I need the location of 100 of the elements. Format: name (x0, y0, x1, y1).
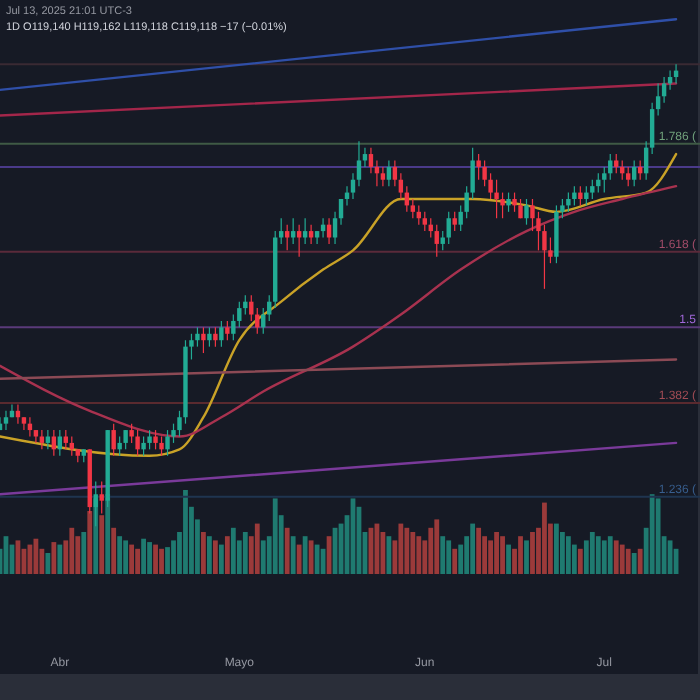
bar (398, 523, 404, 574)
bar (153, 544, 158, 574)
candlestick (159, 435, 164, 457)
candlestick (51, 429, 57, 457)
bar (111, 527, 117, 574)
bar (458, 544, 464, 574)
candlestick (512, 191, 517, 213)
bar (260, 540, 266, 574)
bar (284, 527, 290, 574)
bar (69, 527, 75, 574)
candlestick (207, 326, 212, 348)
candlestick (524, 198, 529, 226)
bar (201, 532, 206, 574)
candlestick (123, 429, 128, 450)
candlestick (45, 429, 51, 450)
bar (386, 536, 392, 574)
bar (207, 536, 212, 574)
bar (601, 540, 607, 574)
candlestick (434, 224, 439, 258)
bar (452, 548, 458, 574)
bar (75, 536, 81, 574)
bar (171, 540, 176, 574)
bar (242, 532, 248, 574)
bar (524, 540, 529, 574)
bar (308, 540, 314, 574)
candlestick (117, 435, 122, 457)
candlestick (326, 217, 332, 245)
bar (518, 536, 523, 574)
candlestick (147, 429, 152, 450)
bar (619, 544, 625, 574)
bar (212, 540, 218, 574)
bar (637, 548, 643, 574)
bar (57, 544, 63, 574)
candlestick (153, 429, 158, 450)
bar (577, 548, 583, 574)
bar (446, 540, 452, 574)
candlestick (225, 320, 230, 341)
bar (488, 540, 493, 574)
bar (81, 532, 87, 574)
candlestick (578, 185, 583, 207)
bar (45, 553, 51, 574)
bar (135, 548, 141, 574)
bar (224, 536, 230, 574)
bar (183, 490, 188, 574)
bar (147, 542, 152, 574)
candlestick (452, 211, 457, 232)
candlestick (554, 204, 559, 264)
candlestick (249, 294, 254, 322)
bar (428, 527, 434, 574)
candlestick (566, 191, 571, 213)
candlestick (57, 429, 63, 457)
candlestick (380, 166, 386, 187)
candlestick (494, 179, 499, 219)
bar (500, 536, 505, 574)
bar (559, 532, 565, 574)
bar (631, 553, 637, 574)
bar (87, 511, 93, 574)
bar (595, 536, 601, 574)
candlestick (602, 166, 607, 194)
candlestick (422, 211, 427, 232)
bar (476, 527, 482, 574)
bar (607, 536, 613, 574)
bar (159, 548, 164, 574)
candlestick (290, 217, 296, 245)
candlestick (63, 429, 69, 450)
candlestick (308, 224, 314, 245)
candlestick (3, 410, 9, 431)
bar (99, 515, 105, 574)
candlestick (111, 423, 116, 457)
bar (272, 498, 278, 574)
candlestick (614, 153, 619, 174)
bar (434, 519, 440, 574)
bar (302, 536, 308, 574)
bar (296, 544, 302, 574)
candlestick (506, 191, 511, 213)
bar (51, 542, 57, 574)
bar (554, 523, 559, 574)
bar (506, 544, 511, 574)
bar (571, 544, 577, 574)
bar (583, 540, 589, 574)
candlestick (410, 198, 416, 219)
candlestick (99, 480, 104, 515)
candlestick (590, 179, 595, 200)
bar (129, 544, 135, 574)
candlestick (141, 435, 146, 457)
bar (565, 536, 571, 574)
candlestick (219, 320, 224, 348)
candlestick (446, 211, 451, 245)
candlestick (476, 153, 481, 181)
candlestick (631, 159, 637, 187)
bar (416, 536, 422, 574)
bar (625, 548, 631, 574)
bar (218, 544, 224, 574)
candlestick (572, 185, 577, 207)
bar (470, 523, 476, 574)
bar (165, 547, 170, 574)
bar (230, 527, 236, 574)
bar (655, 498, 661, 574)
bar (410, 532, 416, 574)
bar (141, 538, 146, 574)
